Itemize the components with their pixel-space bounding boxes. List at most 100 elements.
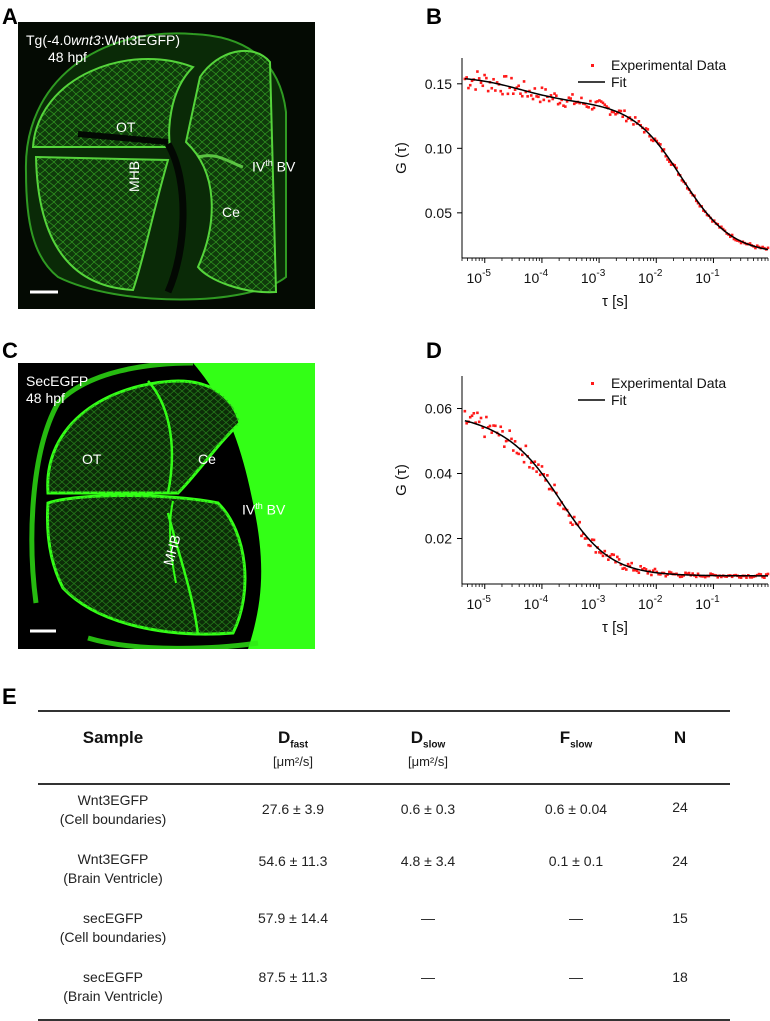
- data-point: [669, 163, 673, 166]
- table-header-rule: [38, 783, 730, 785]
- data-point: [673, 163, 677, 167]
- fit-line: [464, 419, 768, 577]
- data-point: [680, 179, 684, 182]
- x-tick-label: 10-1: [695, 268, 720, 286]
- data-point: [542, 98, 546, 102]
- row-dslow: 0.6 ± 0.3: [400, 801, 456, 817]
- data-point: [504, 439, 508, 443]
- data-point: [553, 92, 556, 95]
- data-point: [501, 430, 504, 433]
- data-point: [486, 426, 490, 429]
- data-point: [481, 426, 485, 430]
- data-point: [535, 95, 538, 98]
- data-point: [616, 111, 619, 115]
- data-point: [580, 96, 583, 100]
- data-point: [520, 94, 524, 98]
- data-point: [669, 571, 673, 574]
- x-tick-label: 10-5: [467, 268, 492, 286]
- experimental-data-points: [463, 70, 770, 251]
- y-tick-label: 0.04: [425, 466, 452, 482]
- data-point: [632, 123, 635, 126]
- region-ot-a: OT: [116, 119, 136, 135]
- data-point: [490, 431, 494, 434]
- data-point: [694, 575, 698, 579]
- legend-fit-label: Fit: [611, 392, 627, 408]
- data-point: [720, 225, 723, 229]
- data-point: [619, 109, 623, 113]
- data-point: [764, 573, 768, 576]
- region-bv-a: IVth BV: [252, 158, 296, 175]
- legend-data-marker: [591, 382, 594, 385]
- data-point: [608, 554, 612, 558]
- data-point: [533, 87, 537, 90]
- header-dslow: Dslow: [410, 728, 446, 751]
- data-point: [524, 444, 528, 448]
- data-point: [476, 70, 479, 73]
- experimental-data-points: [463, 409, 770, 579]
- data-point: [537, 463, 540, 466]
- data-point: [589, 544, 592, 548]
- data-point: [574, 101, 578, 104]
- data-point: [745, 576, 748, 579]
- data-point: [729, 235, 732, 239]
- data-point: [533, 460, 537, 464]
- data-point: [621, 115, 625, 119]
- data-point: [578, 101, 581, 105]
- fit-line: [464, 77, 769, 251]
- data-point: [739, 576, 743, 579]
- data-point: [653, 137, 657, 141]
- x-tick-label: 10-1: [695, 594, 720, 612]
- data-point: [754, 246, 757, 250]
- region-ce-c: Ce: [198, 451, 216, 467]
- data-point: [633, 568, 637, 572]
- data-point: [564, 105, 567, 108]
- data-point: [486, 89, 490, 93]
- data-point: [499, 89, 503, 93]
- data-point: [538, 100, 542, 104]
- data-point: [612, 553, 616, 557]
- data-point: [492, 77, 495, 81]
- data-point: [572, 102, 576, 106]
- data-point: [603, 549, 607, 553]
- data-point: [551, 97, 555, 101]
- row-n: 24: [672, 853, 688, 869]
- header-dfast-unit: [μm²/s]: [273, 754, 313, 769]
- data-point: [467, 86, 470, 90]
- data-point: [651, 569, 655, 572]
- data-point: [529, 94, 533, 97]
- chart-b: 0.05 0.10 0.15 10-5 10-4 10-3 10-2 10-1 τ [s] G (…: [380, 0, 770, 335]
- data-point: [494, 89, 497, 92]
- data-point: [474, 421, 477, 425]
- data-point: [547, 487, 551, 491]
- data-point: [564, 507, 567, 511]
- data-point: [651, 139, 655, 143]
- data-point: [567, 514, 571, 517]
- y-tick-label: 0.15: [425, 76, 452, 92]
- data-point: [555, 94, 558, 97]
- data-point: [619, 563, 623, 566]
- region-mhb-a: MHB: [126, 160, 142, 192]
- data-point: [668, 570, 671, 574]
- data-point: [547, 99, 551, 103]
- data-point: [736, 239, 739, 242]
- data-point: [519, 92, 522, 95]
- data-point: [590, 538, 594, 541]
- data-point: [594, 100, 598, 104]
- data-point: [542, 473, 546, 476]
- data-point: [739, 241, 743, 245]
- data-point: [607, 558, 610, 561]
- data-point: [511, 92, 515, 96]
- data-point: [590, 107, 594, 111]
- data-point: [468, 415, 472, 419]
- data-point: [540, 465, 544, 468]
- panel-letter-a: A: [2, 4, 18, 29]
- data-point: [738, 575, 741, 579]
- data-point: [678, 575, 682, 579]
- row-fslow: —: [569, 910, 583, 926]
- data-point: [546, 474, 549, 477]
- data-point: [560, 98, 564, 102]
- data-point: [750, 576, 754, 579]
- data-point: [705, 213, 709, 217]
- data-point: [477, 77, 481, 80]
- row-fslow: 0.1 ± 0.1: [548, 853, 604, 869]
